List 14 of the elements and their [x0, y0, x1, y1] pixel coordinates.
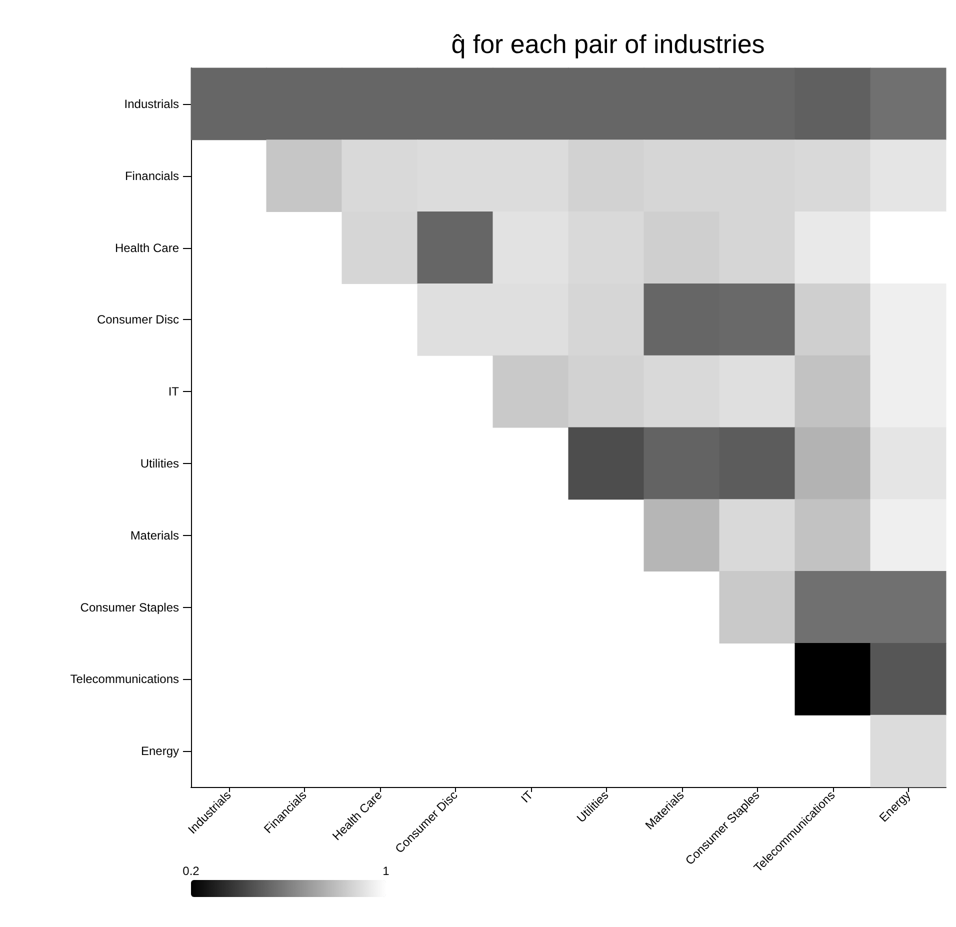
y-tick-label: Industrials: [124, 96, 179, 111]
y-tick-label: IT: [168, 384, 180, 399]
y-tick-label: Health Care: [114, 240, 180, 255]
y-tick-label: Energy: [140, 744, 179, 758]
color-bar-label: 0.2: [182, 864, 200, 878]
y-tick-label: Consumer Staples: [80, 600, 179, 614]
y-tick-label: Consumer Disc: [96, 312, 179, 327]
y-tick-label: Materials: [130, 528, 179, 542]
color-bar-label: 1: [382, 864, 390, 878]
chart-title: q̂ for each pair of industries: [451, 29, 765, 59]
y-tick-label: Utilities: [140, 456, 179, 470]
y-tick-label: Telecommunications: [70, 672, 179, 686]
y-tick-label: Financials: [124, 168, 179, 183]
x-tick-label: IT: [518, 788, 536, 806]
